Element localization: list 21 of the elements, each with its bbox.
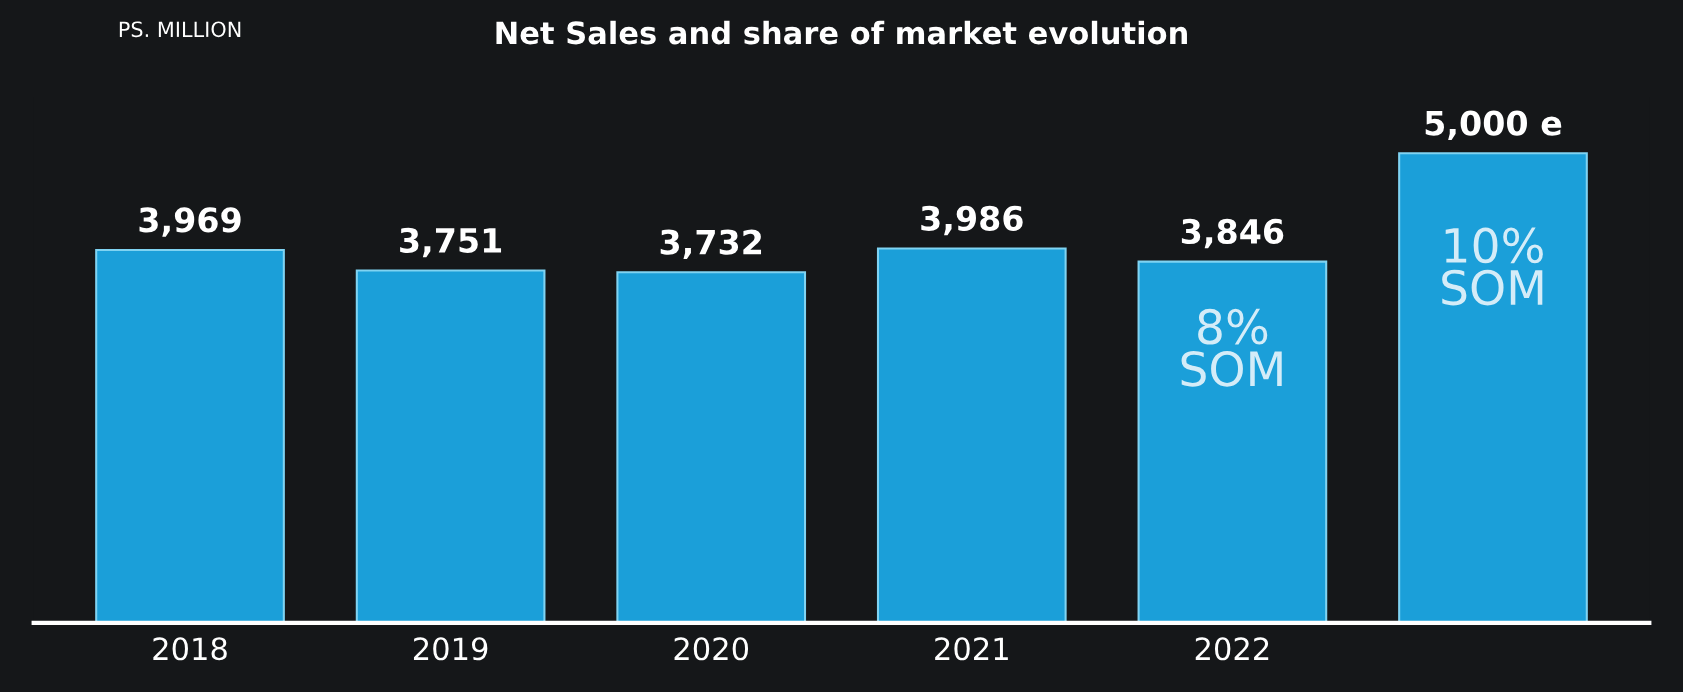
data-label: 3,751 xyxy=(400,227,502,258)
x-tick-label: 2019 xyxy=(413,637,488,661)
bar xyxy=(876,247,1067,623)
bar xyxy=(616,271,807,623)
x-tick-label: 2021 xyxy=(935,637,1008,661)
chart-title: Net Sales and share of market evolution xyxy=(496,20,1187,45)
annotation: 10% SOM xyxy=(1442,227,1543,306)
bar xyxy=(95,249,285,623)
data-label: 3,969 xyxy=(139,207,241,237)
bar xyxy=(355,269,546,623)
data-label: 3,986 xyxy=(921,205,1023,236)
bar xyxy=(1398,152,1588,623)
x-tick-label: 2018 xyxy=(153,637,227,661)
data-label: 3,846 xyxy=(1181,218,1284,249)
data-label: 5,000 e xyxy=(1425,110,1562,140)
x-tick-label: 2022 xyxy=(1195,637,1269,661)
text: PS. MILLION xyxy=(119,21,241,38)
x-tick-label: 2020 xyxy=(674,637,749,661)
annotation: 8% SOM xyxy=(1181,308,1282,387)
data-label: 3,732 xyxy=(660,229,762,259)
bar xyxy=(1137,260,1328,623)
